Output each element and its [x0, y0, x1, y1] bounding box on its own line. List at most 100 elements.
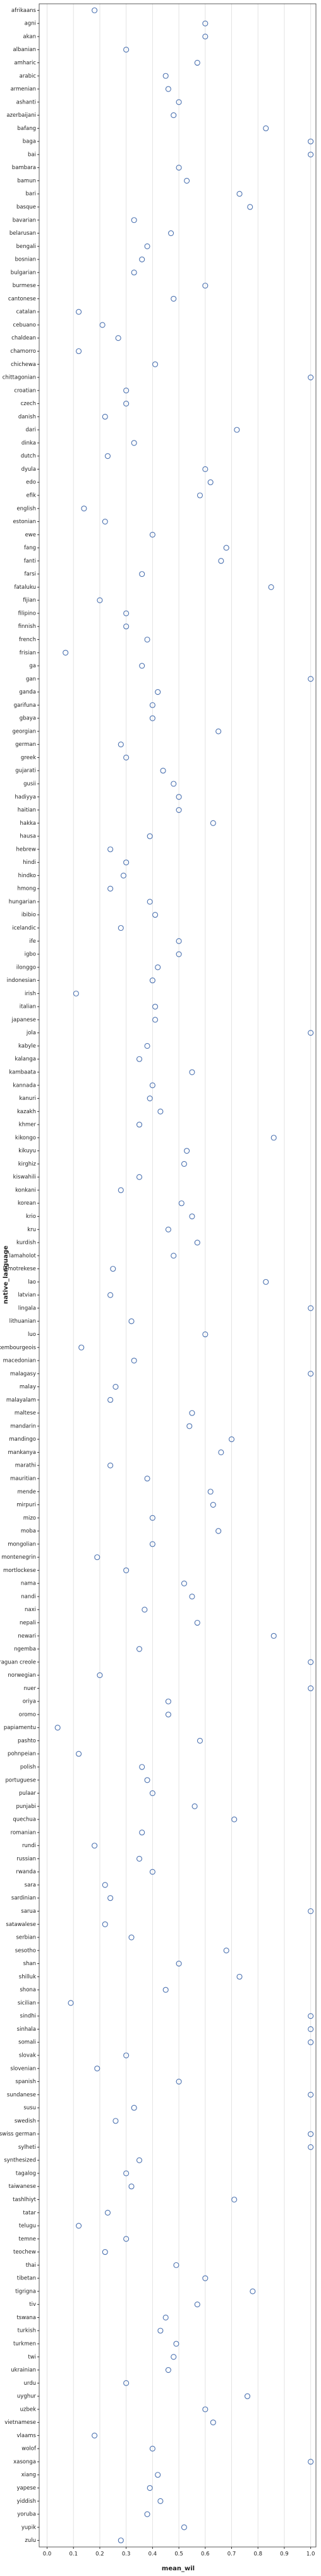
point — [94, 2065, 100, 2072]
point — [202, 283, 209, 289]
point — [308, 676, 314, 682]
point — [144, 1475, 150, 1482]
x-tick-label: 0.2 — [95, 2551, 104, 2558]
y-tick-label: lithuanian — [9, 1318, 36, 1325]
y-tick-label: icelandic — [12, 925, 36, 931]
point — [162, 2314, 169, 2321]
point — [308, 1371, 314, 1377]
point — [197, 492, 203, 499]
y-tick-label: dinka — [21, 440, 36, 446]
point — [142, 1607, 148, 1613]
point — [176, 2079, 182, 2085]
y-tick-label: kanuri — [19, 1096, 36, 1102]
y-tick-label: rundi — [22, 1843, 36, 1849]
point — [181, 1161, 187, 1167]
point — [110, 1266, 116, 1272]
point — [308, 2144, 314, 2150]
y-tick-label: swiss german — [0, 2131, 36, 2137]
y-tick-label: baga — [23, 139, 36, 145]
point — [144, 636, 150, 643]
x-tick-label: 0.6 — [201, 2551, 210, 2558]
point — [215, 1528, 222, 1534]
y-tick-label: tswana — [16, 2315, 36, 2321]
point — [308, 1659, 314, 1665]
point — [76, 348, 82, 355]
point — [92, 2432, 98, 2438]
point — [171, 2354, 177, 2360]
y-tick-label: wolof — [21, 2446, 37, 2452]
point — [131, 269, 137, 276]
y-tick-label: pohnpeian — [8, 1751, 36, 1758]
point — [123, 2170, 130, 2177]
point — [308, 2026, 314, 2033]
point — [176, 165, 182, 171]
y-tick-label: lamotrekese — [3, 1266, 36, 1272]
point — [263, 1279, 269, 1285]
y-tick-label: akan — [23, 33, 36, 40]
y-tick-label: turkish — [18, 2328, 36, 2334]
y-tick-label: efik — [26, 492, 36, 499]
point — [189, 1593, 195, 1600]
y-tick-label: serbian — [16, 1935, 36, 1941]
x-tick-label: 0.1 — [69, 2551, 78, 2558]
point — [268, 584, 274, 590]
y-tick-label: ewe — [25, 532, 36, 538]
y-tick-label: garifuna — [14, 702, 36, 709]
y-tick-label: lamaholot — [9, 1253, 36, 1259]
y-tick-label: mizo — [23, 1515, 36, 1521]
y-tick-label: mortlockese — [3, 1568, 36, 1574]
point — [136, 1855, 143, 1862]
y-tick-label: mauritian — [10, 1475, 36, 1482]
y-tick-label: tagalog — [16, 2170, 36, 2177]
point — [128, 2183, 135, 2190]
point — [128, 1318, 135, 1325]
point — [308, 2013, 314, 2019]
point — [147, 899, 153, 905]
point — [162, 1987, 169, 1993]
point — [155, 964, 161, 971]
y-tick-label: romanian — [11, 1829, 36, 1836]
point — [123, 401, 130, 407]
point — [184, 177, 190, 184]
point — [107, 1462, 114, 1468]
y-tick-label: croatian — [14, 387, 36, 394]
y-tick-label: kannada — [13, 1082, 36, 1089]
point — [176, 951, 182, 957]
point — [102, 1882, 108, 1888]
point — [244, 2393, 251, 2399]
x-tick-label: 0.5 — [174, 2551, 183, 2558]
y-tick-label: german — [15, 741, 36, 748]
y-tick-label: shona — [20, 1987, 36, 1994]
point — [210, 820, 216, 826]
x-tick-label: 0.8 — [253, 2551, 262, 2558]
y-tick-label: fanti — [24, 558, 36, 564]
y-tick-label: armenian — [11, 86, 36, 93]
point — [231, 2196, 238, 2203]
y-tick-label: finnish — [18, 623, 36, 630]
y-tick-label: satawalese — [6, 1922, 36, 1928]
y-tick-label: tigrigna — [15, 2288, 36, 2295]
y-tick-label: hausa — [20, 834, 36, 840]
point — [76, 309, 82, 315]
point — [157, 1108, 164, 1114]
y-tick-label: amharic — [14, 60, 36, 66]
point — [136, 1174, 143, 1180]
y-tick-label: hakka — [20, 820, 37, 827]
point — [176, 794, 182, 800]
point — [139, 1764, 145, 1770]
point — [78, 1344, 85, 1350]
y-tick-label: urdu — [23, 2380, 36, 2387]
y-tick-label: bamun — [17, 178, 36, 184]
y-tick-label: sindhi — [20, 2013, 36, 2019]
point — [202, 1331, 209, 1338]
y-tick-label: filipino — [18, 610, 36, 617]
y-tick-label: english — [16, 505, 36, 512]
point — [128, 1934, 135, 1941]
point — [194, 59, 200, 66]
y-tick-label: irish — [25, 991, 36, 997]
point — [102, 2249, 108, 2255]
y-tick-label: kirghiz — [18, 1161, 37, 1167]
point — [202, 20, 209, 27]
point — [123, 387, 130, 394]
y-tick-label: slovenian — [10, 2065, 36, 2072]
